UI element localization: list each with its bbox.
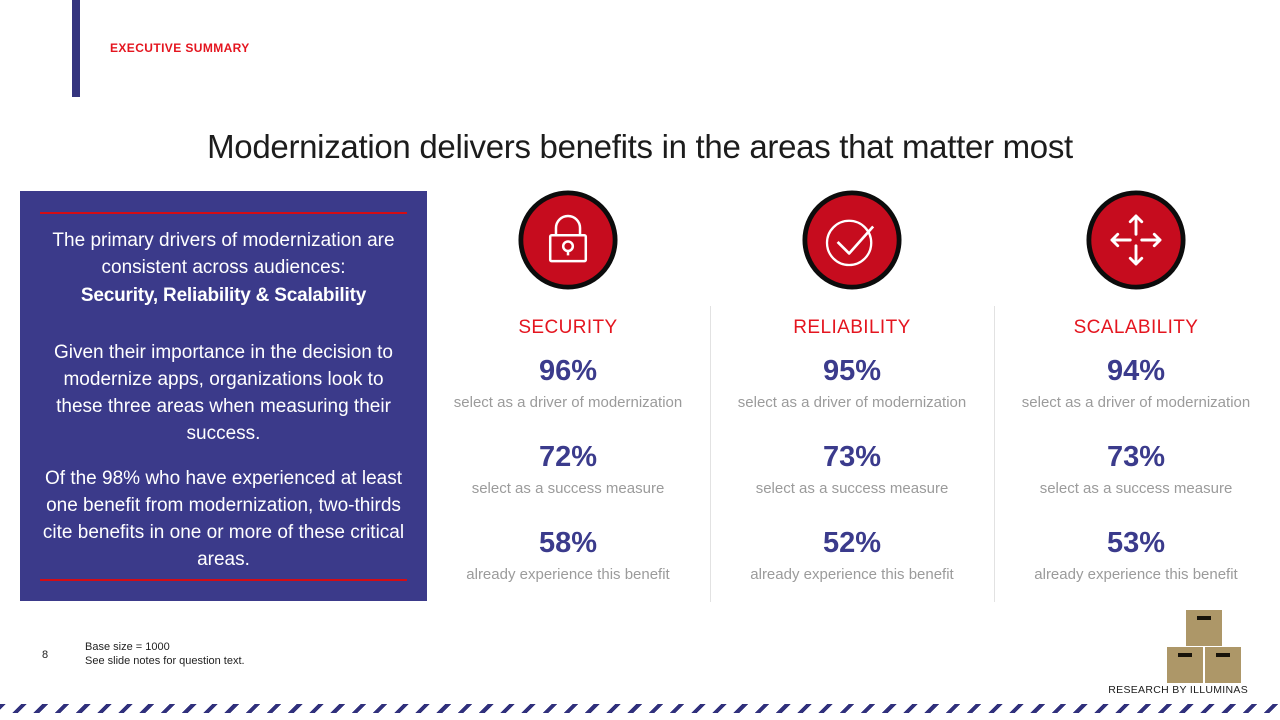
stat-block: 73% select as a success measure — [994, 440, 1278, 498]
illuminas-boxes-logo — [1167, 610, 1241, 683]
stat-value: 72% — [538, 441, 598, 473]
stat-block: 95% select as a driver of modernization — [710, 354, 994, 412]
stat-block: 58% already experience this benefit — [426, 526, 710, 584]
category-label: SCALABILITY — [1073, 317, 1199, 338]
panel-intro: The primary drivers of modernization are… — [52, 230, 395, 278]
stat-block: 96% select as a driver of modernization — [426, 354, 710, 412]
stat-value: 52% — [822, 527, 882, 559]
stat-caption: select as a driver of modernization — [453, 394, 683, 411]
box-slot — [1197, 616, 1211, 620]
stat-value: 96% — [538, 355, 598, 387]
stat-block: 52% already experience this benefit — [710, 526, 994, 584]
benefit-column-scalability: SCALABILITY 94% select as a driver of mo… — [994, 190, 1278, 584]
red-divider-bottom — [40, 579, 407, 581]
accent-bar — [72, 0, 80, 97]
checkmark-icon — [802, 190, 902, 290]
box-icon — [1167, 647, 1203, 683]
stat-caption: already experience this benefit — [1034, 566, 1238, 583]
stripe-border — [0, 704, 1280, 713]
box-slot — [1178, 653, 1192, 657]
stat-block: 73% select as a success measure — [710, 440, 994, 498]
column-divider — [710, 306, 711, 602]
stat-caption: select as a success measure — [755, 480, 949, 497]
column-divider — [994, 306, 995, 602]
stat-block: 94% select as a driver of modernization — [994, 354, 1278, 412]
category-label: SECURITY — [518, 317, 618, 338]
footnote: See slide notes for question text. — [85, 655, 245, 667]
box-icon — [1205, 647, 1241, 683]
stat-value: 73% — [1106, 441, 1166, 473]
stat-caption: select as a driver of modernization — [737, 394, 967, 411]
benefit-column-reliability: RELIABILITY 95% select as a driver of mo… — [710, 190, 994, 584]
panel-intro-highlight: Security, Reliability & Scalability — [80, 285, 367, 306]
stat-value: 73% — [822, 441, 882, 473]
expand-arrows-icon — [1086, 190, 1186, 290]
panel-paragraph: Given their importance in the decision t… — [53, 342, 393, 444]
stat-block: 72% select as a success measure — [426, 440, 710, 498]
category-label: RELIABILITY — [793, 317, 911, 338]
stat-value: 58% — [538, 527, 598, 559]
stat-value: 95% — [822, 355, 882, 387]
panel-paragraph: Of the 98% who have experienced at least… — [42, 468, 405, 570]
stat-caption: select as a driver of modernization — [1021, 394, 1251, 411]
checkmark-icon — [710, 190, 994, 290]
expand-arrows-icon — [994, 190, 1278, 290]
lock-icon — [426, 190, 710, 290]
benefit-columns: SECURITY 96% select as a driver of moder… — [426, 190, 1278, 584]
summary-panel: The primary drivers of modernization are… — [20, 191, 427, 601]
footnote: Base size = 1000 — [85, 641, 170, 653]
stat-caption: select as a success measure — [471, 480, 665, 497]
section-eyebrow: EXECUTIVE SUMMARY — [110, 41, 250, 55]
stat-value: 94% — [1106, 355, 1166, 387]
box-icon — [1186, 610, 1222, 646]
brand-credit: RESEARCH BY ILLUMINAS — [1108, 684, 1248, 696]
stat-value: 53% — [1106, 527, 1166, 559]
red-divider-top — [40, 212, 407, 214]
page-number: 8 — [42, 649, 49, 661]
footnotes: Base size = 1000 See slide notes for que… — [85, 640, 245, 668]
stat-block: 53% already experience this benefit — [994, 526, 1278, 584]
slide-title: Modernization delivers benefits in the a… — [207, 128, 1073, 166]
benefit-column-security: SECURITY 96% select as a driver of moder… — [426, 190, 710, 584]
box-slot — [1216, 653, 1230, 657]
stat-caption: already experience this benefit — [750, 566, 954, 583]
lock-icon — [518, 190, 618, 290]
stat-caption: already experience this benefit — [466, 566, 670, 583]
stat-caption: select as a success measure — [1039, 480, 1233, 497]
